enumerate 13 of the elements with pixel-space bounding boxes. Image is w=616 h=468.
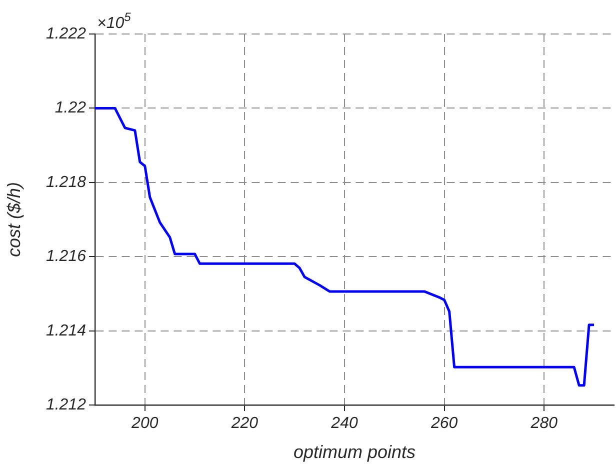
y-tick-label: 1.22 [54, 100, 86, 117]
y-tick-label: 1.212 [46, 396, 86, 414]
y-tick-label: 1.218 [46, 174, 86, 191]
x-tick-label: 220 [230, 415, 258, 432]
y-tick-label: 1.222 [46, 25, 86, 42]
x-tick-label: 200 [130, 415, 158, 432]
y-tick-label: 1.216 [46, 248, 86, 266]
y-axis-title: cost ($/h) [4, 182, 24, 258]
x-axis-title: optimum points [293, 442, 416, 462]
x-tick-label: 260 [430, 415, 458, 432]
y-tick-label: 1.214 [46, 322, 86, 340]
x-tick-label: 280 [530, 415, 558, 432]
x-tick-label: 240 [330, 415, 358, 432]
